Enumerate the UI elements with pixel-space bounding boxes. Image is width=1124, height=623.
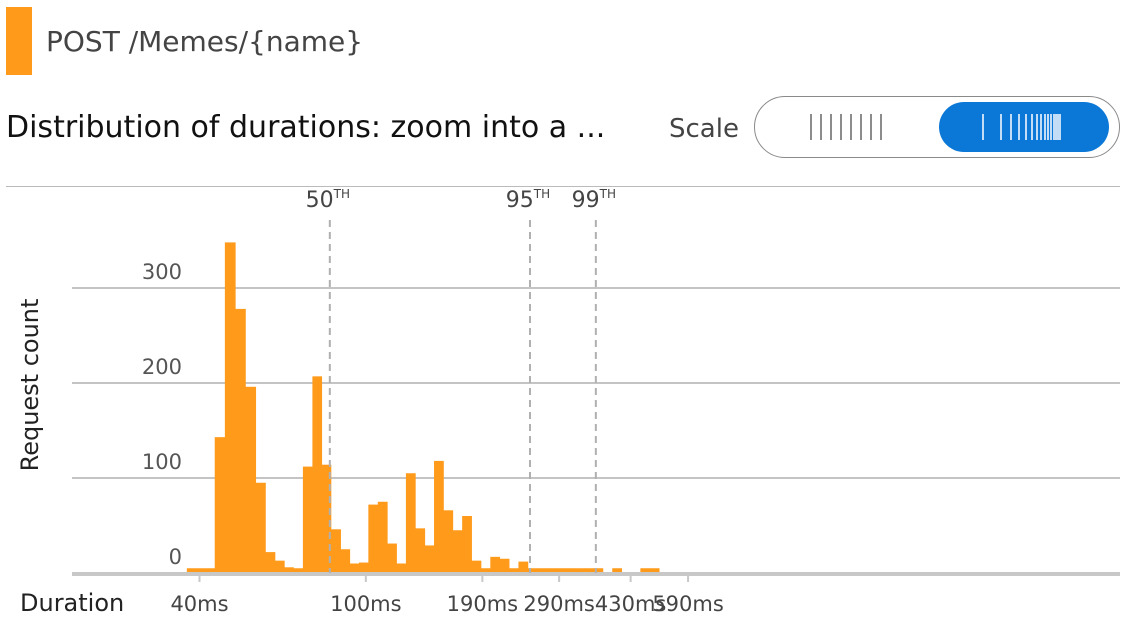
histogram-bar <box>186 568 216 573</box>
percentile-suffix: TH <box>599 187 616 201</box>
log-scale-icon <box>982 114 1061 140</box>
histogram-bar <box>462 516 472 573</box>
histogram-bar <box>368 504 379 573</box>
x-tick-label: 590ms <box>652 592 723 616</box>
histogram-bar <box>396 563 407 573</box>
y-tick-label: 0 <box>169 545 182 569</box>
histogram-bar <box>480 568 491 573</box>
histogram-bar <box>452 530 463 573</box>
histogram-bar <box>312 376 323 573</box>
histogram-bar <box>443 510 454 573</box>
x-tick-label: 190ms <box>447 592 518 616</box>
x-axis-title: Duration <box>20 589 124 617</box>
histogram-bar <box>527 568 538 573</box>
histogram-bar <box>546 568 557 573</box>
histogram-bar <box>235 308 246 573</box>
histogram-bar <box>518 561 529 573</box>
y-tick-label: 200 <box>142 355 182 379</box>
section-divider <box>6 186 1120 187</box>
log-scale-option[interactable] <box>939 102 1109 152</box>
percentile-label: 50TH <box>306 187 350 213</box>
y-axis-title: Request count <box>16 299 44 472</box>
histogram-bar <box>424 545 435 573</box>
histogram-bar <box>302 466 313 573</box>
y-tick-label: 300 <box>142 260 182 284</box>
scale-toggle[interactable] <box>754 96 1120 158</box>
histogram-bar <box>330 529 341 573</box>
histogram-bar <box>255 482 266 573</box>
histogram-bar <box>649 568 660 573</box>
histogram-bar <box>358 562 369 573</box>
histogram-bar <box>593 568 604 573</box>
histogram-bar <box>537 568 547 573</box>
histogram-bar <box>349 563 360 573</box>
histogram-bar <box>214 437 226 573</box>
histogram-bar <box>434 460 444 573</box>
distribution-titlebar: Distribution of durations: zoom into a .… <box>6 96 1120 162</box>
x-tick-label: 100ms <box>330 592 401 616</box>
histogram-bar <box>612 568 623 573</box>
histogram-bar <box>509 568 519 573</box>
percentile-suffix: TH <box>533 187 550 201</box>
histogram-bar <box>245 386 257 573</box>
histogram-bar <box>387 543 397 573</box>
percentile-label: 99TH <box>572 187 616 213</box>
histogram-bar <box>265 552 276 573</box>
scale-label: Scale <box>669 114 739 144</box>
y-tick-label: 100 <box>142 450 182 474</box>
histogram-bar <box>499 558 510 573</box>
histogram-bar <box>574 568 585 573</box>
histogram-bar <box>405 473 416 573</box>
histogram-bar <box>415 528 426 573</box>
chart-title: Distribution of durations: zoom into a .… <box>6 110 606 145</box>
linear-scale-icon <box>810 114 882 140</box>
histogram-bar <box>584 568 594 573</box>
linear-scale-option[interactable] <box>765 102 935 152</box>
histogram-bar <box>284 567 294 573</box>
x-tick-label: 290ms <box>523 592 594 616</box>
histogram-bar <box>224 242 236 573</box>
histogram-bar <box>565 568 576 573</box>
histogram-bar <box>340 549 351 573</box>
histogram-bar <box>471 560 482 573</box>
histogram-bar <box>640 568 651 573</box>
percentile-label: 95TH <box>506 187 550 213</box>
legend-swatch <box>6 7 32 75</box>
histogram-bar <box>555 568 566 573</box>
x-tick-label: 40ms <box>170 592 228 616</box>
histogram-bar <box>377 501 388 573</box>
histogram-bar <box>490 556 501 573</box>
x-tick-label: 430ms <box>595 592 666 616</box>
histogram-bar <box>293 568 304 573</box>
histogram-bar <box>321 464 332 573</box>
histogram-bar <box>274 560 285 573</box>
percentile-suffix: TH <box>333 187 350 201</box>
endpoint-header: POST /Memes/{name} <box>6 6 363 76</box>
endpoint-title: POST /Memes/{name} <box>46 24 364 58</box>
